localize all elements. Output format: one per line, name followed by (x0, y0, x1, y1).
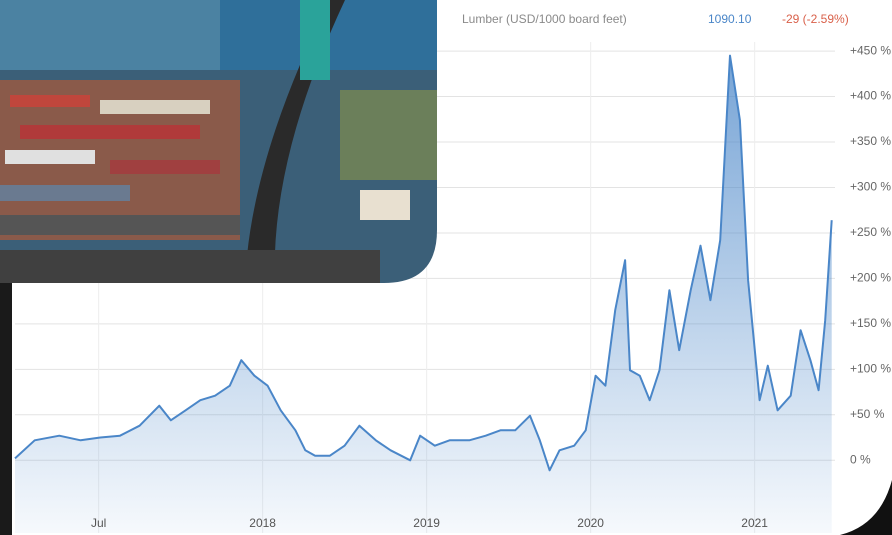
x-tick-label: Jul (91, 516, 106, 530)
chart-title: Lumber (USD/1000 board feet) (462, 12, 627, 26)
x-tick-label: 2018 (249, 516, 276, 530)
x-tick-label: 2019 (413, 516, 440, 530)
frame (840, 480, 892, 535)
y-tick-label: 0 % (850, 452, 871, 466)
area (15, 55, 832, 533)
line (14, 54, 833, 472)
y-tick-label: +50 % (850, 407, 885, 421)
last-value: 1090.10 (708, 12, 752, 26)
y-tick-label: +150 % (850, 316, 891, 330)
x-tick-label: 2020 (577, 516, 604, 530)
change: -29 (-2.59%) (782, 12, 849, 26)
y-tick-label: +250 % (850, 225, 891, 239)
y-tick-label: +400 % (850, 89, 891, 103)
y-tick-label: +300 % (850, 180, 891, 194)
y-tick-label: +350 % (850, 134, 891, 148)
y-tick-label: +200 % (850, 271, 891, 285)
y-tick-label: +100 % (850, 362, 891, 376)
y-tick-label: +450 % (850, 43, 891, 57)
frame (0, 283, 12, 535)
photo (0, 0, 437, 283)
x-tick-label: 2021 (741, 516, 768, 530)
